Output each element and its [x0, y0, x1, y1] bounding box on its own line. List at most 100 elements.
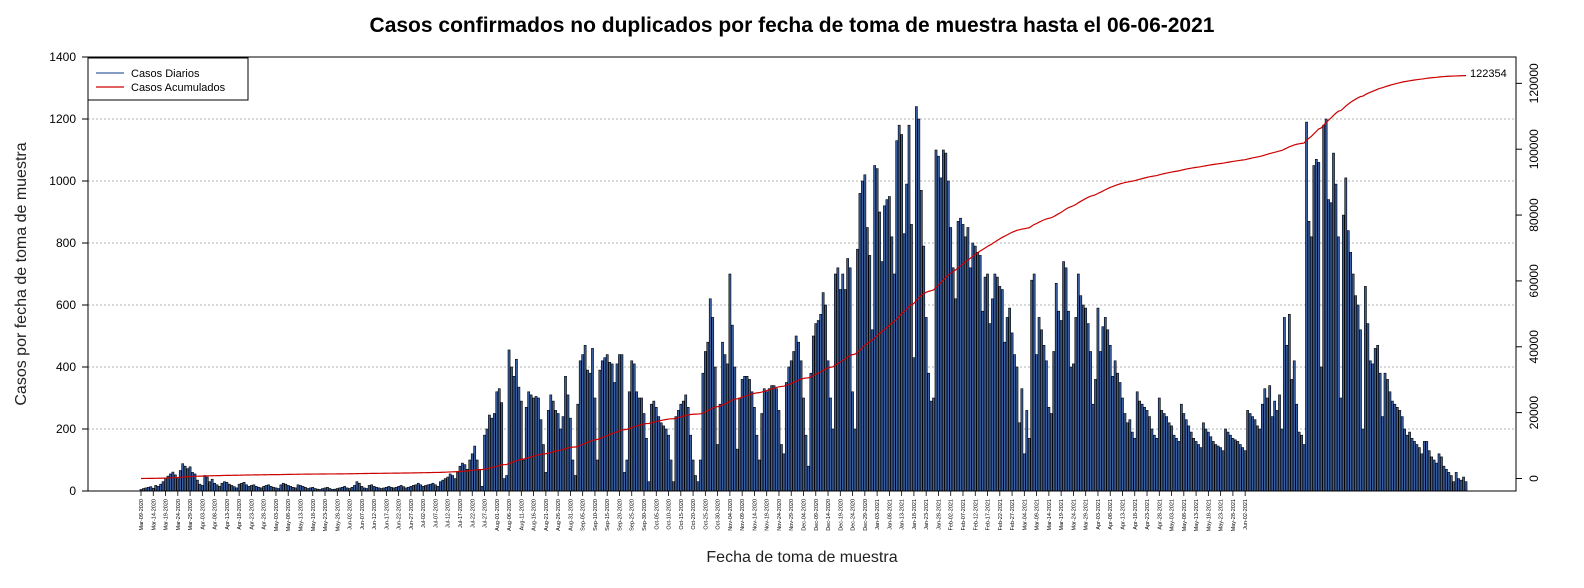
bar — [426, 484, 430, 492]
bar — [559, 428, 562, 492]
bar — [564, 375, 567, 492]
x-tick-label: Oct-20-2020 — [691, 499, 697, 530]
bar — [1167, 422, 1171, 492]
bar — [1042, 344, 1046, 492]
bar — [708, 298, 712, 492]
legend-label-daily: Casos Diarios — [131, 68, 200, 80]
bar — [1118, 382, 1122, 492]
x-tick-label: Jan-28-2021 — [936, 499, 942, 530]
bar — [1076, 273, 1080, 492]
bar — [1089, 351, 1092, 492]
x-tick-label: Dec-29-2020 — [863, 499, 869, 531]
bar — [1366, 323, 1370, 492]
bar — [1067, 310, 1070, 492]
bar — [686, 406, 690, 492]
bar — [723, 354, 727, 492]
y-tick-label: 0 — [69, 484, 76, 498]
x-tick-label: Jun-12-2020 — [372, 499, 378, 530]
bar — [1229, 434, 1232, 492]
bar — [343, 486, 346, 492]
bar — [1064, 267, 1068, 492]
bar — [485, 428, 489, 492]
bar — [753, 406, 756, 492]
x-tick-label: Aug-11-2020 — [519, 499, 525, 530]
bar — [397, 486, 400, 492]
bar — [826, 360, 830, 492]
bar — [1430, 456, 1433, 492]
bar — [667, 434, 670, 492]
bar — [1435, 462, 1438, 492]
x-tick-label: Jul-17-2020 — [458, 499, 464, 528]
x-tick-label: Apr-23-2021 — [1145, 499, 1151, 530]
bar — [1005, 317, 1009, 492]
bar — [1106, 329, 1110, 492]
bar — [1305, 121, 1308, 492]
bar — [853, 428, 857, 492]
bar — [1099, 351, 1102, 492]
bar — [1354, 295, 1357, 492]
bar — [745, 375, 749, 492]
bar — [299, 485, 302, 492]
bar — [1040, 329, 1043, 492]
bar — [492, 413, 496, 492]
bar — [1364, 286, 1367, 492]
bar — [721, 341, 724, 492]
bar — [1418, 447, 1421, 492]
bar — [1425, 441, 1429, 492]
x-tick-label: May-23-2021 — [1219, 499, 1225, 531]
bar — [919, 190, 923, 492]
bar — [885, 199, 889, 492]
y2-tick-label: 0 — [1527, 475, 1541, 482]
bar — [1290, 379, 1294, 492]
bar — [711, 317, 715, 492]
bar — [777, 410, 781, 492]
bar — [824, 304, 827, 492]
bar — [645, 437, 648, 492]
bar — [512, 375, 516, 492]
bar — [870, 329, 874, 492]
bar — [311, 486, 315, 492]
bar — [247, 486, 251, 492]
x-tick-label: Nov-19-2020 — [765, 499, 771, 531]
bar — [1246, 410, 1249, 492]
y-axis-left: 0 200 400 600 800 1000 1200 1400 — [49, 50, 88, 498]
bar — [598, 369, 602, 492]
bar — [367, 485, 371, 492]
bar — [1111, 375, 1115, 492]
bar — [1037, 317, 1041, 492]
x-tick-label: May-03-2020 — [274, 499, 280, 531]
bar — [1003, 341, 1007, 492]
y2-tick-label: 100000 — [1527, 129, 1541, 169]
bar — [669, 459, 673, 492]
bar — [1027, 437, 1031, 492]
bar — [883, 205, 886, 492]
bar — [640, 397, 643, 492]
bar — [1368, 360, 1372, 492]
bar — [689, 434, 692, 492]
bar — [868, 255, 872, 492]
bar — [1314, 159, 1318, 492]
bar — [600, 360, 604, 492]
bar — [468, 459, 472, 492]
bar — [281, 482, 285, 492]
x-tick-label: Sep-10-2020 — [593, 499, 599, 531]
x-tick-label: Sep-05-2020 — [581, 499, 587, 531]
bar — [517, 386, 521, 492]
bar — [154, 485, 158, 492]
bar — [691, 459, 695, 492]
x-tick-label: Apr-08-2021 — [1108, 499, 1114, 530]
bar — [218, 486, 221, 492]
bar — [355, 481, 359, 492]
bar — [1054, 282, 1058, 492]
bar — [1386, 379, 1389, 492]
bar — [846, 258, 850, 492]
bar — [932, 397, 935, 492]
bar — [757, 459, 761, 492]
bar — [1322, 124, 1326, 492]
x-tick-label: Mar-24-2021 — [1071, 499, 1077, 531]
bar — [1224, 428, 1227, 492]
bar — [1341, 214, 1345, 492]
bar — [183, 465, 187, 492]
bar — [524, 406, 528, 492]
bar — [696, 481, 700, 492]
